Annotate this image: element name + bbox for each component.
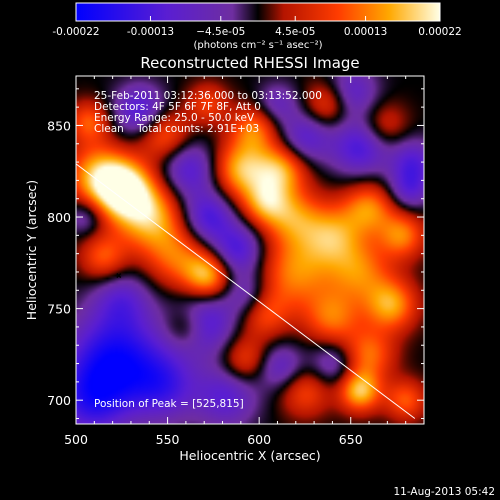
colorbar-tick-label: -0.00013 xyxy=(127,26,174,38)
observation-info: 25-Feb-2011 03:12:36.000 to 03:13:52.000… xyxy=(94,90,322,135)
plot-area: 25-Feb-2011 03:12:36.000 to 03:13:52.000… xyxy=(47,75,425,447)
y-tick-label: 800 xyxy=(47,210,71,225)
x-axis-label: Heliocentric X (arcsec) xyxy=(179,448,320,463)
info-line-counts: Clean Total counts: 2.91E+03 xyxy=(94,123,259,135)
colorbar-tick-label: -0.00022 xyxy=(52,26,99,38)
y-tick-label: 700 xyxy=(47,393,71,408)
colorbar-ticks: -0.00022 -0.00013 −4.5e-05 4.5e-05 0.00013 0.… xyxy=(52,16,462,38)
chart-title: Reconstructed RHESSI Image xyxy=(140,54,359,72)
colorbar-gradient xyxy=(75,2,441,22)
y-tick-label: 850 xyxy=(47,118,71,133)
info-line-detectors: Detectors: 4F 5F 6F 7F 8F, Att 0 xyxy=(94,101,261,113)
peak-marker xyxy=(116,273,122,279)
footer-timestamp: 11-Aug-2013 05:42 xyxy=(393,486,495,498)
x-tick-label: 600 xyxy=(247,432,271,447)
axis-ticks: 500 550 600 650 700 750 800 850 xyxy=(47,76,425,447)
colorbar-tick-label: 4.5e-05 xyxy=(275,26,315,38)
x-tick-label: 500 xyxy=(64,432,88,447)
colorbar-tick-label: 0.00022 xyxy=(418,26,461,38)
info-line-energy: Energy Range: 25.0 - 50.0 keV xyxy=(94,112,255,124)
y-axis-label: Heliocentric Y (arcsec) xyxy=(24,180,39,320)
y-tick-label: 750 xyxy=(47,302,71,317)
heatmap-image xyxy=(76,76,424,424)
info-line-time: 25-Feb-2011 03:12:36.000 to 03:13:52.000 xyxy=(94,90,322,102)
x-tick-label: 550 xyxy=(156,432,180,447)
x-tick-label: 650 xyxy=(339,432,363,447)
peak-position-label: Position of Peak = [525,815] xyxy=(94,398,244,410)
solar-limb-line xyxy=(76,163,416,419)
colorbar-tick-label: −4.5e-05 xyxy=(196,26,245,38)
colorbar: -0.00022 -0.00013 −4.5e-05 4.5e-05 0.00013 0.… xyxy=(52,2,462,51)
plot-frame xyxy=(75,75,425,425)
colorbar-unit-label: (photons cm⁻² s⁻¹ asec⁻²) xyxy=(193,40,322,51)
colorbar-tick-label: 0.00013 xyxy=(344,26,387,38)
